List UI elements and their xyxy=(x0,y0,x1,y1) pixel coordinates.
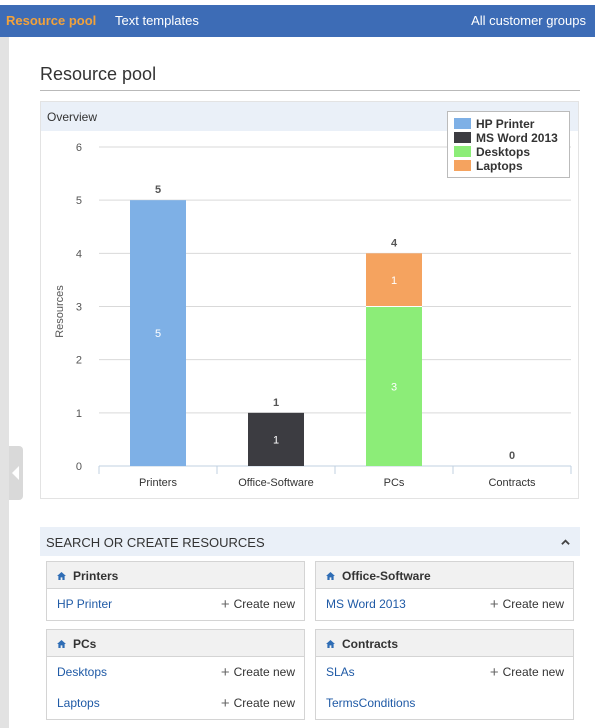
resource-row: HP Printer + Create new xyxy=(47,589,304,620)
resource-row: Desktops + Create new xyxy=(47,657,304,688)
plus-icon: + xyxy=(220,596,230,613)
resource-link-desktops[interactable]: Desktops xyxy=(57,665,108,679)
sidebar-toggle-button[interactable] xyxy=(9,446,23,500)
title-divider xyxy=(40,90,580,91)
bar-value-label: 1 xyxy=(391,275,397,287)
resource-link-hp-printer[interactable]: HP Printer xyxy=(57,597,113,611)
bar-segment xyxy=(366,306,422,466)
plus-icon: + xyxy=(220,664,230,681)
legend-swatch xyxy=(454,160,471,171)
create-new-label: Create new xyxy=(502,665,564,679)
chevron-up-icon[interactable] xyxy=(561,538,570,547)
create-new-button[interactable]: + Create new xyxy=(220,596,295,613)
x-tick-label: Contracts xyxy=(488,477,536,489)
create-new-button[interactable]: + Create new xyxy=(220,695,295,712)
legend-label: HP Printer xyxy=(476,117,535,131)
create-new-label: Create new xyxy=(233,597,295,611)
create-new-label: Create new xyxy=(502,597,564,611)
resource-row: MS Word 2013 + Create new xyxy=(316,589,573,620)
resource-link-ms-word-2013[interactable]: MS Word 2013 xyxy=(326,597,406,611)
y-tick-label: 3 xyxy=(76,302,82,314)
resource-group-printers: Printers HP Printer + Create new xyxy=(46,561,305,621)
legend-item: Desktops xyxy=(454,145,569,159)
all-customer-groups-link[interactable]: All customer groups xyxy=(471,13,586,28)
y-tick-label: 2 xyxy=(76,355,82,367)
legend-item: Laptops xyxy=(454,159,569,173)
legend-swatch xyxy=(454,118,471,129)
chart-legend: HP Printer MS Word 2013 Desktops Laptops xyxy=(447,111,570,178)
bar-total-label: 4 xyxy=(391,237,398,249)
tab-text-templates[interactable]: Text templates xyxy=(115,13,199,28)
x-tick-label: PCs xyxy=(384,477,405,489)
resource-group-pcs: PCs Desktops + Create new Laptops + Create… xyxy=(46,629,305,720)
home-icon xyxy=(326,572,335,580)
legend-label: Laptops xyxy=(476,159,523,173)
resource-group-title: Office-Software xyxy=(342,569,431,583)
bar-segment xyxy=(130,200,186,466)
resource-group-title: Printers xyxy=(73,569,119,583)
bar-value-label: 5 xyxy=(155,328,161,340)
sidebar-gutter xyxy=(0,37,9,728)
legend-label: MS Word 2013 xyxy=(476,131,558,145)
resource-group-contracts: Contracts SLAs + Create new TermsConditio… xyxy=(315,629,574,720)
resource-group-office-software: Office-Software MS Word 2013 + Create new xyxy=(315,561,574,621)
resource-row: SLAs + Create new xyxy=(316,657,573,688)
bar-total-label: 1 xyxy=(273,397,279,409)
bar-total-label: 5 xyxy=(155,184,161,196)
x-tick-label: Office-Software xyxy=(238,477,314,489)
chevron-left-icon xyxy=(12,466,19,480)
resource-link-laptops[interactable]: Laptops xyxy=(57,696,100,710)
resource-row: TermsConditions xyxy=(316,688,573,719)
plus-icon: + xyxy=(489,664,499,681)
resource-link-terms-conditions[interactable]: TermsConditions xyxy=(326,696,416,710)
legend-label: Desktops xyxy=(476,145,531,159)
plus-icon: + xyxy=(489,596,499,613)
resource-chart: 0 1 2 3 4 5 6 Resources 5 5 Printers 1 1 Office-Softw… xyxy=(54,142,572,489)
legend-item: MS Word 2013 xyxy=(454,131,569,145)
search-create-header[interactable]: SEARCH OR CREATE RESOURCES xyxy=(40,527,580,556)
y-axis-label: Resources xyxy=(54,285,66,338)
legend-item: HP Printer xyxy=(454,117,569,131)
search-create-title: SEARCH OR CREATE RESOURCES xyxy=(46,535,265,550)
y-tick-label: 1 xyxy=(76,408,82,420)
bar-total-label: 0 xyxy=(509,450,515,462)
resource-group-header: PCs xyxy=(47,630,304,657)
bar-value-label: 1 xyxy=(273,434,279,446)
resource-group-title: Contracts xyxy=(342,637,399,651)
page-title: Resource pool xyxy=(40,64,157,84)
y-tick-label: 4 xyxy=(76,248,82,260)
y-tick-label: 6 xyxy=(76,142,82,154)
resource-group-header: Printers xyxy=(47,562,304,589)
bar-value-label: 3 xyxy=(391,381,397,393)
bar-segment xyxy=(248,412,304,466)
resource-group-title: PCs xyxy=(73,637,97,651)
x-tick-label: Printers xyxy=(139,477,177,489)
y-tick-label: 5 xyxy=(76,195,82,207)
home-icon xyxy=(57,572,66,580)
legend-swatch xyxy=(454,146,471,157)
y-tick-label: 0 xyxy=(76,461,82,473)
overview-title: Overview xyxy=(47,110,98,124)
home-icon xyxy=(57,640,66,648)
resource-row: Laptops + Create new xyxy=(47,688,304,719)
bar-segment xyxy=(366,253,422,307)
create-new-button[interactable]: + Create new xyxy=(489,596,564,613)
create-new-button[interactable]: + Create new xyxy=(489,664,564,681)
top-navigation: Resource pool Text templates All custome… xyxy=(0,5,595,37)
resource-link-slas[interactable]: SLAs xyxy=(326,665,355,679)
tab-resource-pool[interactable]: Resource pool xyxy=(6,13,97,28)
create-new-label: Create new xyxy=(233,696,295,710)
create-new-label: Create new xyxy=(233,665,295,679)
resource-group-header: Office-Software xyxy=(316,562,573,589)
plus-icon: + xyxy=(220,695,230,712)
create-new-button[interactable]: + Create new xyxy=(220,664,295,681)
legend-swatch xyxy=(454,132,471,143)
home-icon xyxy=(326,640,335,648)
resource-group-header: Contracts xyxy=(316,630,573,657)
